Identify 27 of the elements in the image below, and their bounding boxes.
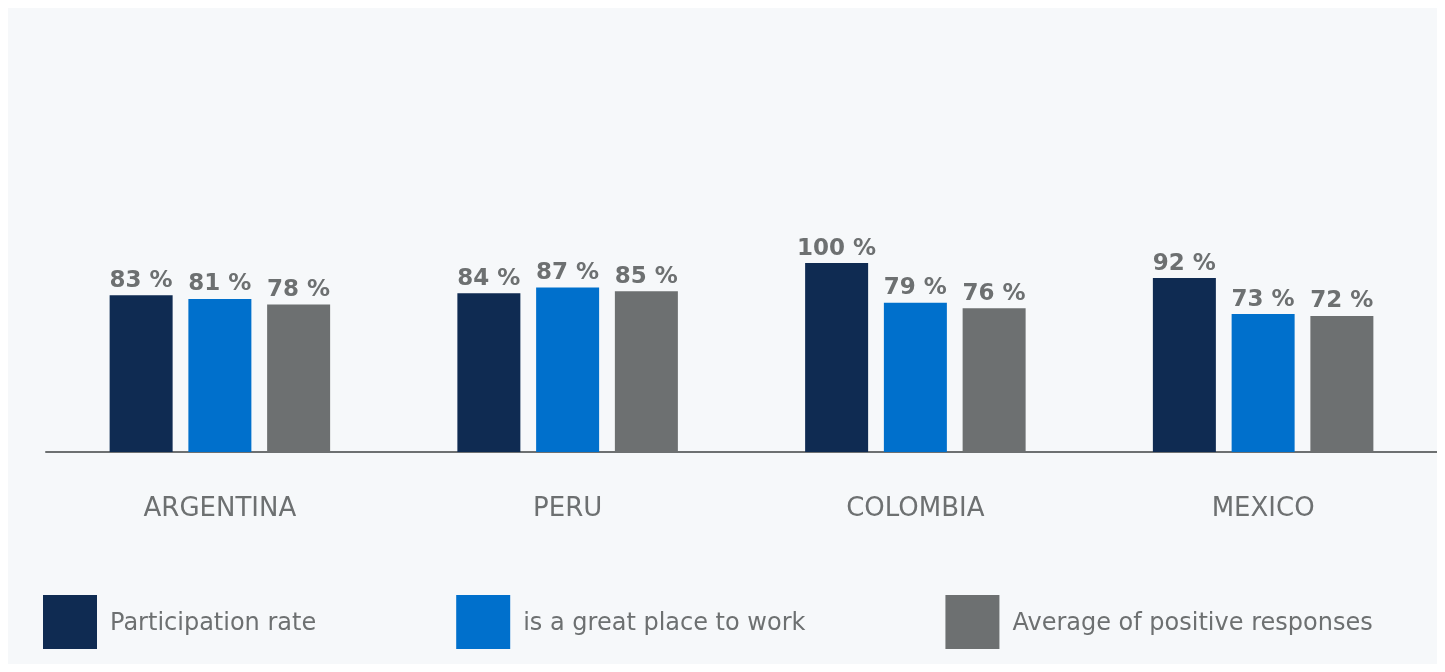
bar <box>536 287 600 452</box>
legend-label: is a great place to work <box>523 608 806 636</box>
data-label: 84 % <box>457 263 521 290</box>
data-label: 78 % <box>267 275 331 302</box>
data-label: 81 % <box>188 269 252 296</box>
data-label: 85 % <box>614 261 678 288</box>
bar <box>883 302 947 452</box>
x-tick-label: MEXICO <box>1211 492 1315 522</box>
data-label: 83 % <box>109 265 173 292</box>
bar <box>457 293 521 452</box>
bar <box>1231 314 1295 452</box>
bar <box>805 263 869 452</box>
data-label: 100 % <box>797 233 877 260</box>
data-label: 92 % <box>1152 248 1216 275</box>
x-tick-label: ARGENTINA <box>143 492 297 522</box>
x-tick-label: PERU <box>533 492 603 522</box>
data-label: 87 % <box>536 258 600 285</box>
bar <box>188 298 252 452</box>
legend-label: Average of positive responses <box>1012 608 1373 636</box>
x-tick-label: COLOMBIA <box>846 492 985 522</box>
legend-label: Participation rate <box>110 608 317 636</box>
data-label: 76 % <box>962 278 1026 305</box>
data-label: 79 % <box>883 273 947 300</box>
bar <box>1152 278 1216 452</box>
data-label: 73 % <box>1231 284 1295 311</box>
data-label: 72 % <box>1310 286 1374 313</box>
bar <box>109 295 173 452</box>
